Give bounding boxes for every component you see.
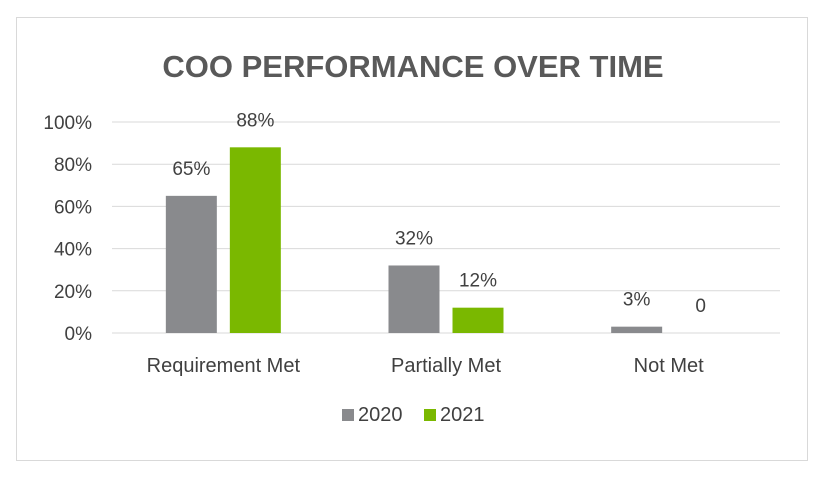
gridlines (112, 121, 780, 334)
x-category-label: Partially Met (391, 355, 501, 377)
legend-label-2021: 2021 (440, 404, 485, 426)
y-tick-label: 60% (54, 197, 92, 218)
data-label-2021-1: 12% (459, 271, 497, 292)
legend: 2020 2021 (342, 404, 485, 426)
y-tick-label: 20% (54, 282, 92, 303)
x-axis-categories: Requirement Met Partially Met Not Met (147, 355, 704, 377)
y-axis-ticks: 0% 20% 40% 60% 80% 100% (43, 113, 92, 345)
chart-title: COO PERFORMANCE OVER TIME (162, 49, 663, 84)
y-tick-label: 100% (43, 113, 92, 134)
bar-2020-2 (611, 326, 663, 333)
bar-2020-1 (388, 265, 440, 333)
bar-2021-0 (229, 147, 281, 333)
legend-swatch-2021 (424, 409, 436, 421)
y-tick-label: 80% (54, 155, 92, 176)
x-category-label: Requirement Met (147, 355, 301, 377)
data-label-2020-1: 32% (395, 228, 433, 249)
y-tick-label: 0% (65, 324, 93, 345)
data-label-2020-2: 3% (623, 290, 651, 311)
y-tick-label: 40% (54, 240, 92, 261)
chart-frame (16, 17, 808, 461)
x-category-label: Not Met (634, 355, 704, 377)
bar-2021-1 (452, 307, 504, 333)
data-labels: 65% 88% 32% 12% 3% 0 (172, 110, 706, 317)
data-label-2021-2: 0 (695, 296, 706, 317)
data-label-2021-0: 88% (236, 110, 274, 131)
data-label-2020-0: 65% (172, 159, 210, 180)
legend-swatch-2020 (342, 409, 354, 421)
legend-label-2020: 2020 (358, 404, 403, 426)
bar-2020-0 (165, 195, 217, 333)
bars (165, 147, 663, 333)
